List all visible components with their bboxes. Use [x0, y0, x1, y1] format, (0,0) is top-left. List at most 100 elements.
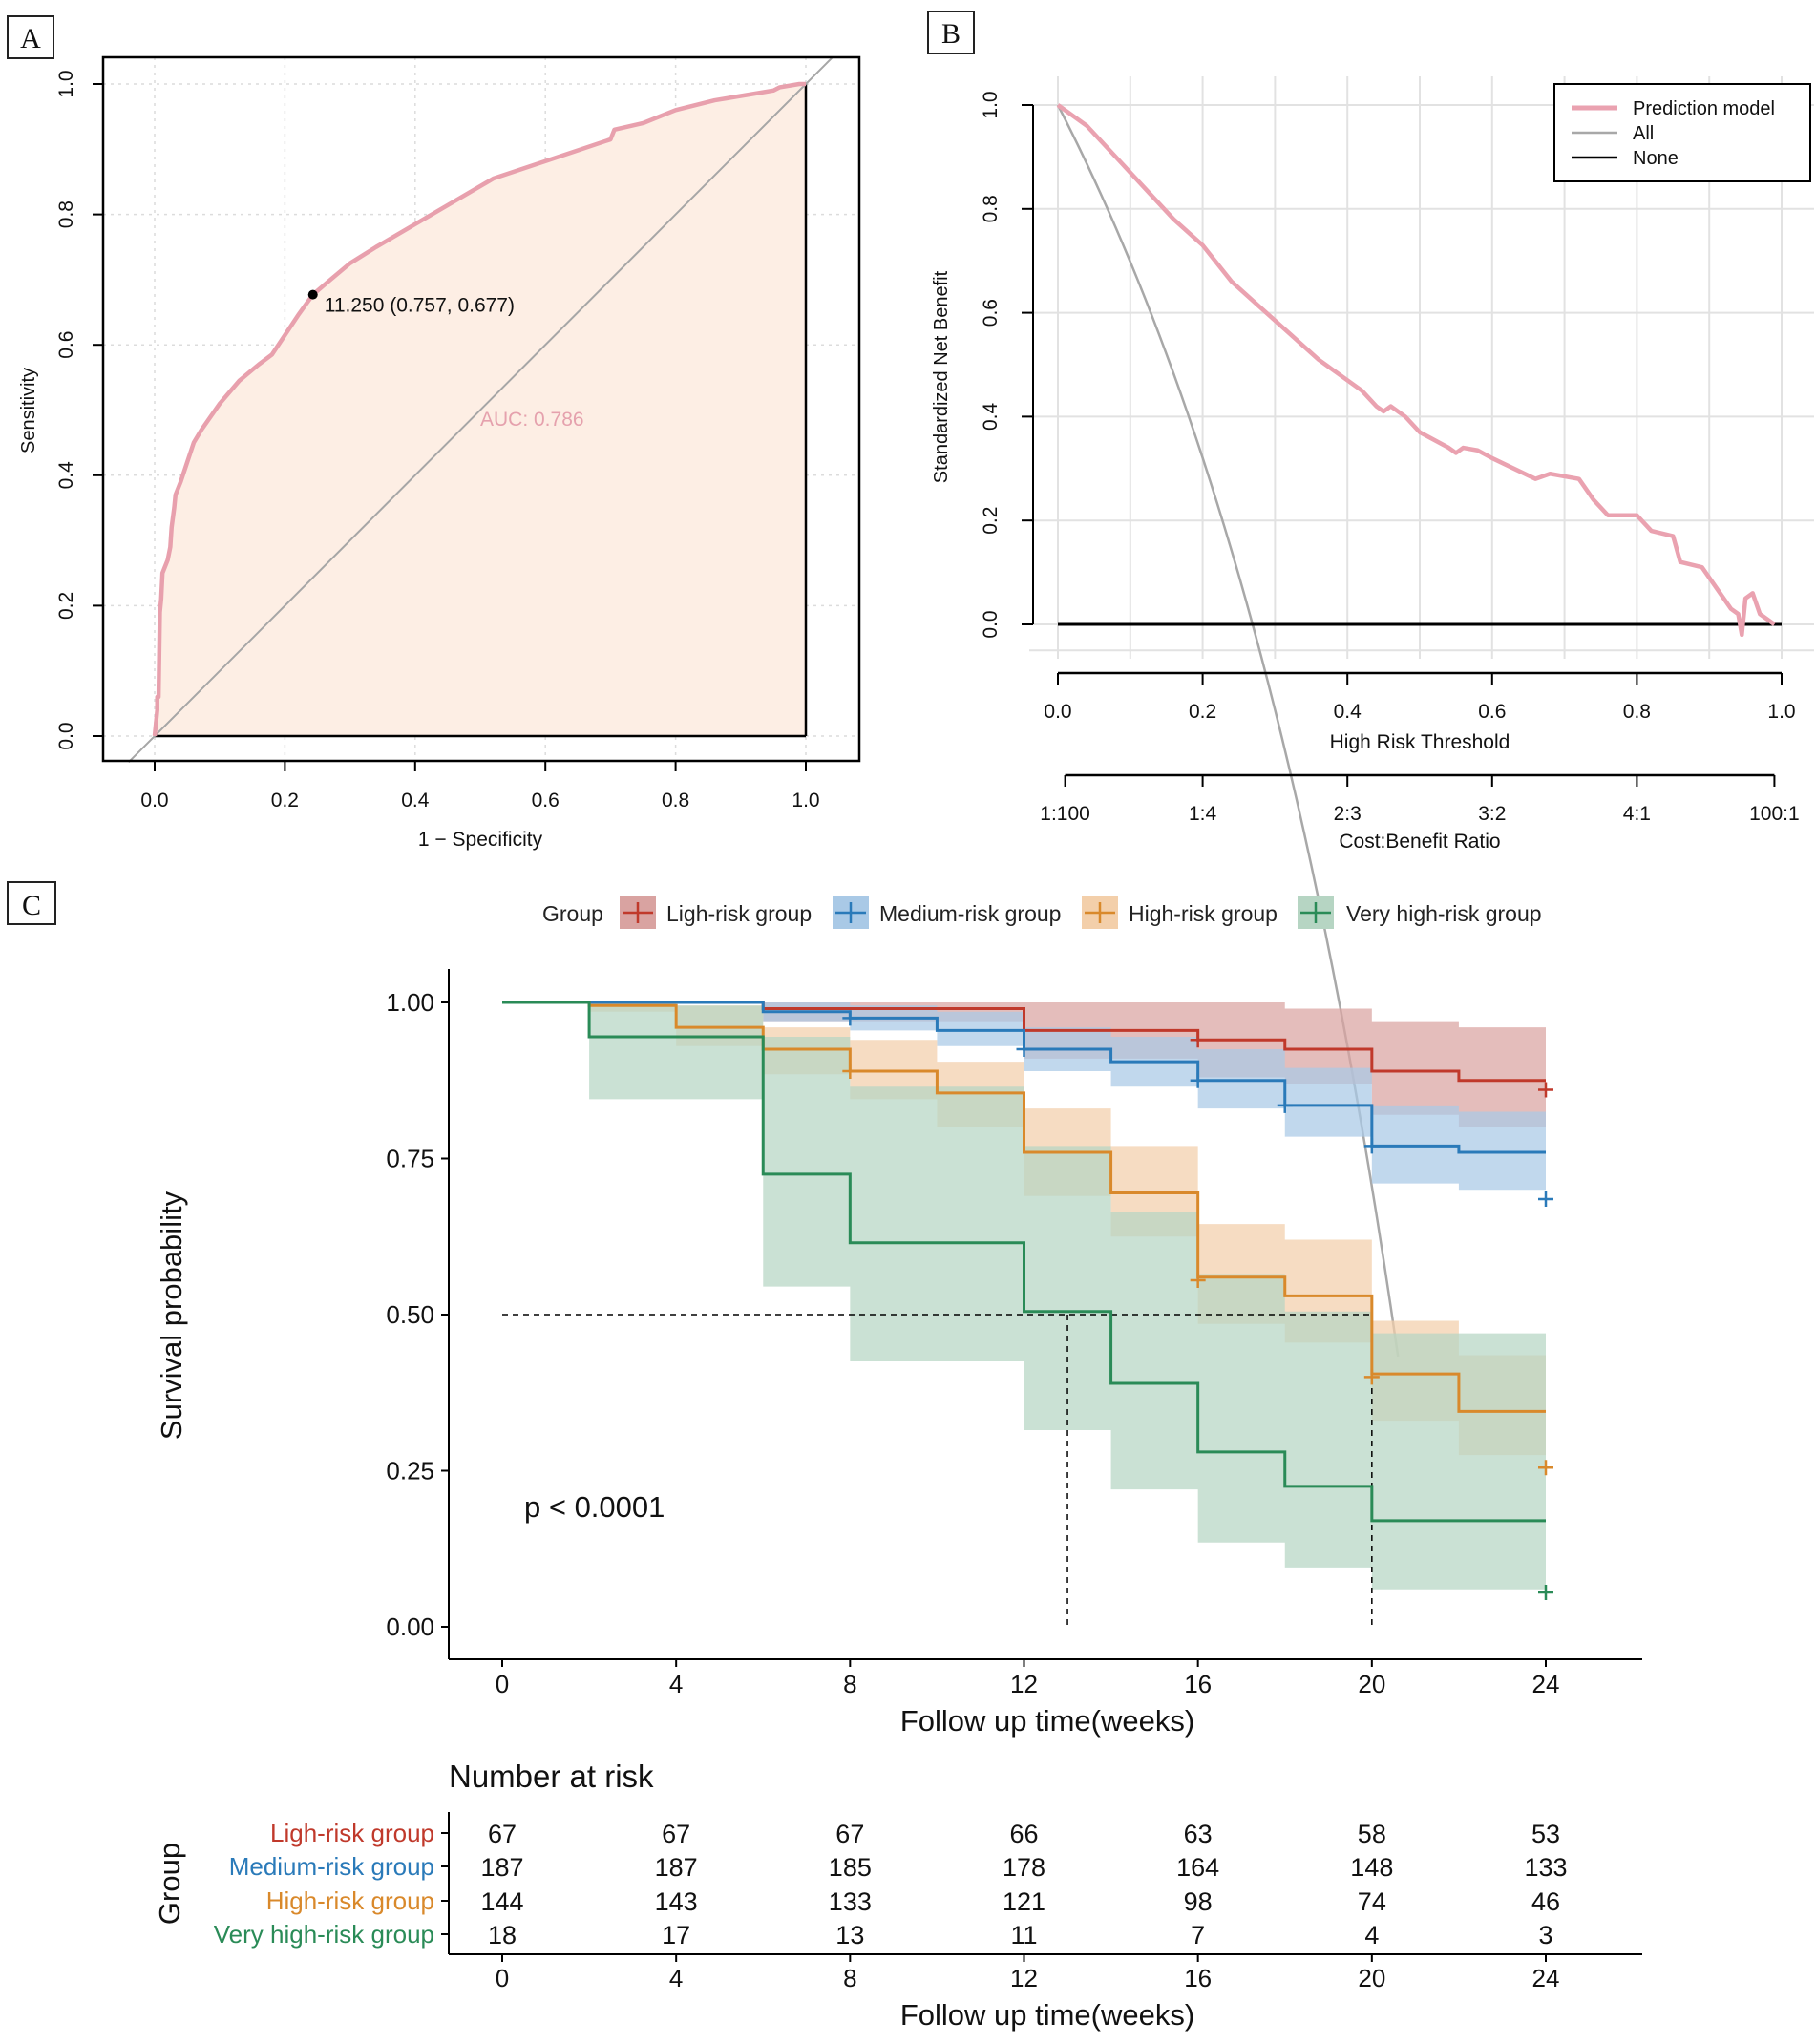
risk-table-cell: 74	[1358, 1887, 1386, 1916]
dca-x-axis-title: High Risk Threshold	[1330, 731, 1510, 753]
km-y-tick-label: 0.50	[386, 1300, 434, 1329]
km-x-tick-label: 16	[1184, 1670, 1212, 1698]
dca-x-tick-label: 0.8	[1623, 701, 1651, 723]
panel-c-letter: C	[22, 890, 41, 921]
risk-table-cell: 66	[1009, 1820, 1038, 1848]
roc-x-tick-label: 0.6	[532, 790, 560, 811]
survival-chart: 0.00 0.25 0.50 0.75 1.00 0 4 8 12 16 20 24 Follow up…	[155, 896, 1642, 1738]
risk-table-x-tick-label: 20	[1358, 1964, 1385, 1992]
dca-cost-benefit-tick-label: 1:100	[1040, 803, 1090, 825]
km-legend-swatch-very_high_risk	[1300, 902, 1331, 923]
roc-reference-diagonal	[128, 56, 833, 764]
risk-table-x-axis-title: Follow up time(weeks)	[900, 1998, 1194, 2032]
km-censor-mark	[1538, 1585, 1553, 1601]
km-censor-mark	[1363, 1369, 1380, 1385]
roc-y-tick-label: 0.4	[55, 461, 77, 490]
risk-table-cell: 63	[1184, 1820, 1213, 1848]
km-x-tick-label: 20	[1358, 1670, 1385, 1698]
risk-table-cell: 133	[1524, 1853, 1567, 1882]
risk-table-x-tick-label: 0	[496, 1964, 509, 1992]
risk-table-cell: 144	[480, 1887, 523, 1916]
roc-auc-label: AUC: 0.786	[480, 409, 584, 431]
km-legend-swatch-high_risk	[1085, 902, 1115, 923]
dca-x-tick-label: 0.0	[1044, 701, 1071, 723]
km-ci-band-low_risk	[502, 1002, 1546, 1127]
km-pvalue: p < 0.0001	[524, 1490, 665, 1524]
dca-legend-label: All	[1633, 123, 1654, 144]
km-censor-mark	[1363, 1138, 1380, 1154]
risk-table-row-label: Very high-risk group	[214, 1920, 434, 1949]
km-censor-mark	[842, 1063, 858, 1079]
roc-x-axis-title: 1 − Specificity	[418, 829, 543, 851]
dca-y-tick-label: 0.8	[980, 195, 1002, 222]
risk-table-cell: 58	[1358, 1820, 1386, 1848]
risk-table-y-axis-title: Group	[153, 1843, 186, 1925]
dca-cost-benefit-tick-label: 1:4	[1189, 803, 1217, 825]
roc-frame	[101, 55, 861, 763]
risk-table-cell: 133	[829, 1887, 872, 1916]
risk-table-cell: 98	[1184, 1887, 1213, 1916]
km-legend-swatch-medium_risk	[835, 902, 866, 923]
roc-y-axis-title: Sensitivity	[18, 368, 39, 453]
risk-table-row-label: Medium-risk group	[229, 1852, 434, 1881]
roc-y-tick-label: 0.8	[55, 200, 77, 228]
dca-cost-benefit-tick-label: 2:3	[1334, 803, 1362, 825]
dca-y-tick-label: 0.0	[980, 610, 1002, 638]
km-censor-mark	[1538, 1460, 1553, 1476]
km-censor-mark	[1190, 1032, 1206, 1048]
panel-b-label: B	[927, 11, 975, 54]
risk-table-row-label: Ligh-risk group	[270, 1819, 434, 1847]
risk-table-cell: 185	[829, 1853, 872, 1882]
roc-x-tick-label: 0.4	[401, 790, 430, 811]
risk-table-cell: 17	[662, 1921, 690, 1949]
risk-table-x-tick-label: 4	[669, 1964, 683, 1992]
km-legend-label: Ligh-risk group	[666, 901, 812, 926]
dca-y-tick-label: 1.0	[980, 91, 1002, 118]
roc-curve	[152, 81, 806, 737]
dca-x-tick-label: 0.2	[1189, 701, 1216, 723]
panel-c-label: C	[7, 881, 56, 925]
km-legend-label: High-risk group	[1129, 901, 1278, 926]
km-legend: Group Ligh-risk group Medium-risk group Hig…	[542, 896, 1542, 929]
km-legend-title: Group	[542, 901, 603, 926]
dca-legend-label: None	[1633, 148, 1679, 169]
dca-y-tick-label: 0.6	[980, 299, 1002, 327]
km-censor-mark	[1190, 1273, 1206, 1289]
dca-model-curve	[1056, 103, 1776, 638]
km-curve-high_risk	[502, 1001, 1546, 1413]
risk-table-cell: 11	[1010, 1921, 1037, 1949]
km-censor-mark	[842, 1010, 858, 1026]
km-x-tick-label: 0	[496, 1670, 509, 1698]
dca-legend: Prediction model All None	[1553, 83, 1811, 182]
km-curve-very_high_risk	[502, 1001, 1546, 1523]
dca-y-tick-label: 0.4	[980, 402, 1002, 431]
km-x-tick-label: 4	[669, 1670, 683, 1698]
risk-table-cell: 178	[1003, 1853, 1045, 1882]
km-censor-mark	[1538, 1082, 1553, 1098]
risk-table-cell: 143	[655, 1887, 698, 1916]
risk-table-cell: 187	[480, 1853, 523, 1882]
roc-x-tick-label: 0.2	[271, 790, 299, 811]
roc-x-tick-label: 1.0	[792, 790, 819, 811]
risk-table-cell: 13	[835, 1921, 864, 1949]
km-legend-label: Medium-risk group	[879, 901, 1061, 926]
dca-cost-benefit-title: Cost:Benefit Ratio	[1339, 831, 1500, 853]
km-censor-mark	[1538, 1191, 1553, 1208]
roc-chart: 11.250 (0.757, 0.677) AUC: 0.786 0.0 0.0 0.2…	[18, 55, 861, 851]
risk-table: Number at risk Ligh-risk group 67 67 67 66 63 5…	[153, 1759, 1642, 2032]
km-curve-low_risk	[502, 1001, 1546, 1083]
risk-table-x-tick-label: 24	[1532, 1964, 1560, 1992]
dca-y-tick-label: 0.2	[980, 507, 1002, 535]
risk-table-cell: 46	[1531, 1887, 1560, 1916]
risk-table-cell: 67	[662, 1820, 690, 1848]
km-y-tick-label: 0.75	[386, 1145, 434, 1173]
roc-y-tick-label: 0.6	[55, 331, 77, 359]
km-x-axis-title: Follow up time(weeks)	[900, 1704, 1194, 1738]
dca-y-axis-title: Standardized Net Benefit	[931, 270, 952, 483]
km-censor-mark	[1277, 1097, 1293, 1113]
roc-x-tick-label: 0.0	[140, 790, 168, 811]
dca-cost-benefit-tick-label: 4:1	[1623, 803, 1651, 825]
km-censor-mark	[1016, 1042, 1032, 1058]
km-x-tick-label: 8	[843, 1670, 856, 1698]
dca-legend-label: Prediction model	[1633, 98, 1775, 119]
